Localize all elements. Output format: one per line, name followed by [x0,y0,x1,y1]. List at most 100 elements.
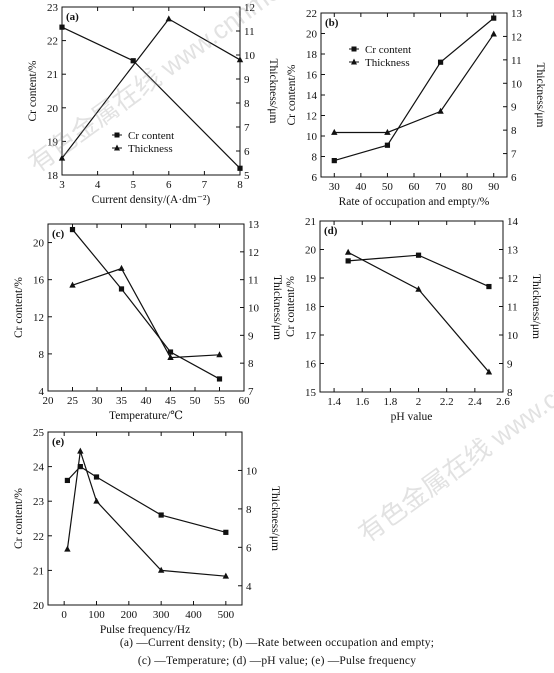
x-axis-label: Rate of occupation and empty/% [339,196,490,208]
x-tick-label: 60 [239,395,251,407]
legend-triangle-marker [114,144,120,151]
y-right-axis-label: Thickness/μm [267,59,279,124]
y-right-tick-label: 9 [244,74,250,86]
x-tick-label: 90 [488,181,500,193]
x-tick-label: 1.6 [355,396,369,408]
x-tick-label: 25 [67,395,79,407]
x-tick-label: 400 [185,609,202,621]
series-line-1 [66,465,226,533]
y-left-tick-label: 21 [33,565,44,577]
y-left-tick-label: 6 [312,172,318,184]
y-left-tick-label: 21 [305,216,316,228]
y-left-tick-label: 16 [33,275,45,287]
x-tick-label: 6 [166,179,172,191]
y-left-tick-label: 24 [33,462,45,474]
y-right-tick-label: 12 [248,247,259,259]
data-point-triangle [64,545,71,552]
y-left-tick-label: 12 [33,312,44,324]
data-point-square [158,512,164,518]
y-left-tick-label: 17 [305,330,317,342]
legend-label: Thickness [128,143,173,155]
data-point-square [237,165,243,171]
x-tick-label: 0 [61,609,67,621]
y-right-tick-label: 9 [511,102,517,114]
x-tick-label: 1.4 [327,396,341,408]
data-point-square [491,15,497,21]
x-tick-label: 20 [43,395,55,407]
x-tick-label: 1.8 [384,396,398,408]
y-right-tick-label: 8 [246,504,252,516]
x-tick-label: 7 [202,179,208,191]
data-point-triangle [236,56,244,63]
data-point-triangle [69,281,76,288]
panel-label: (e) [52,436,65,448]
y-right-tick-label: 11 [511,55,522,67]
data-point-square [64,477,70,484]
x-tick-label: 3 [59,179,65,191]
y-left-tick-label: 23 [47,2,59,14]
plot-frame [47,223,245,392]
data-point-triangle [384,128,391,135]
series-line-1 [334,17,495,162]
legend-label: Cr content [365,44,411,56]
x-tick-label: 30 [329,181,341,193]
series-line-2 [334,33,495,134]
y-right-tick-label: 10 [244,50,256,62]
data-point-square [130,58,136,64]
x-tick-label: 8 [237,179,243,191]
y-left-tick-label: 20 [306,29,318,41]
data-point-triangle [58,154,66,161]
data-point-square [69,226,76,233]
y-right-tick-label: 12 [511,31,522,43]
y-right-tick-label: 10 [248,303,260,315]
x-tick-label: 4 [95,179,101,191]
y-left-tick-label: 18 [305,302,317,314]
y-right-tick-label: 7 [244,122,250,134]
y-right-tick-label: 11 [248,275,259,287]
x-tick-label: 70 [435,181,447,193]
y-left-axis-label: Cr content/% [285,276,297,337]
y-right-axis-label: Thickness/μm [534,63,546,128]
data-point-square [486,283,492,290]
y-left-tick-label: 25 [33,427,45,439]
data-point-square [331,158,337,164]
x-axis-label: pH value [391,411,433,423]
data-point-triangle [118,264,125,271]
data-point-triangle [415,285,422,292]
x-tick-label: 40 [355,181,367,193]
data-point-square [415,252,422,258]
y-right-tick-label: 8 [507,387,513,399]
y-right-tick-label: 14 [507,216,519,228]
y-left-tick-label: 22 [306,8,317,20]
chart-panel-3: 20 25 30 35 40 45 50 55 60 4 8 12 16 20 7 8 9 10 11 12 13 (c)… [13,219,283,422]
y-right-tick-label: 7 [511,149,517,161]
plot-frame [47,431,243,606]
data-point-triangle [167,354,174,360]
x-tick-label: 55 [214,395,226,407]
y-right-tick-label: 5 [244,170,250,182]
x-axis-label: Pulse frequency/Hz [100,624,190,636]
y-left-tick-label: 22 [33,531,44,543]
y-right-tick-label: 13 [248,219,260,231]
chart-panel-1: 3 4 5 6 7 8 18 19 20 21 22 23 5 6 7 8 9 10 11 12 (a) Current … [27,2,279,206]
y-left-axis-label: Cr content/% [27,60,39,121]
x-tick-label: 40 [141,395,153,407]
data-point-square [216,376,223,382]
y-right-tick-label: 6 [246,542,252,554]
legend-label: Cr content [128,130,174,142]
y-right-tick-label: 8 [244,98,250,110]
y-right-axis-label: Thickness/μm [271,275,283,340]
data-point-triangle [485,368,493,375]
y-left-tick-label: 22 [47,36,58,48]
x-tick-label: 80 [462,181,474,193]
y-right-tick-label: 8 [511,125,517,137]
y-left-tick-label: 4 [39,386,45,398]
panel-label: (c) [52,228,65,240]
x-tick-label: 50 [190,395,202,407]
legend-square-marker [351,46,357,52]
data-point-square [167,349,174,355]
x-tick-label: 300 [153,609,170,621]
y-right-tick-label: 6 [511,172,517,184]
x-tick-label: 5 [130,179,136,191]
